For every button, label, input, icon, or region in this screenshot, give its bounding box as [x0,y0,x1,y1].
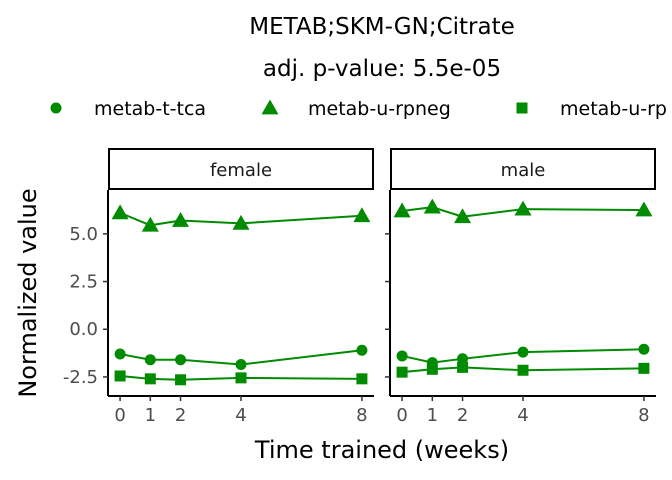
data-point [144,354,156,366]
data-point [353,207,371,223]
x-tick-label: 4 [517,405,528,426]
x-tick-label: 8 [356,405,367,426]
facet-label: male [501,160,546,181]
y-tick-label: 2.5 [69,272,98,293]
chart-subtitle: adj. p-value: 5.5e-05 [263,56,501,82]
x-tick-label: 1 [427,405,438,426]
data-point [396,350,408,362]
legend-label: metab-u-rpneg [308,98,451,120]
data-point [141,216,159,232]
data-point [517,364,529,376]
legend-label: metab-t-tca [94,98,206,120]
legend-item-3: metab-u-rp [516,98,667,120]
data-point [172,212,190,227]
facet-label: female [210,160,272,181]
data-point [457,361,469,373]
panel-female: female 0 1 2 4 8 -2.5 0.0 2.5 5.0 [63,148,374,426]
data-point [638,343,650,355]
data-point [457,353,469,365]
data-point [175,374,187,386]
data-point [111,204,129,220]
x-tick-label: 2 [175,405,186,426]
x-axis-title: Time trained (weeks) [254,436,509,464]
x-tick-label: 1 [145,405,156,426]
x-tick-label: 8 [638,405,649,426]
legend-marker-square [516,102,528,114]
y-tick-label: 0.0 [69,319,98,340]
x-tick-label: 0 [396,405,407,426]
series-metab-u-rpneg [111,204,371,232]
legend-item-1: metab-t-tca [50,98,206,120]
x-tick-label: 2 [457,405,468,426]
x-tick-label: 4 [235,405,246,426]
facet-strip [390,148,656,190]
y-axis-title: Normalized value [14,188,42,397]
series-metab-t-tca [114,344,368,371]
data-point [423,198,441,214]
data-point [426,363,438,375]
data-point [635,201,653,217]
data-point [454,208,472,224]
panel-male: male 0 1 2 4 8 [385,148,656,426]
data-point [114,370,126,382]
facet-strip [108,148,374,190]
y-tick-label: 5.0 [69,224,98,245]
legend-marker-triangle [261,99,279,115]
series-metab-u-rp [396,361,650,378]
legend: metab-t-tca metab-u-rpneg metab-u-rp [50,98,667,120]
legend-item-2: metab-u-rpneg [261,98,451,120]
data-point [396,366,408,378]
data-point [144,373,156,385]
data-point [356,373,368,385]
series-metab-u-rpneg [393,198,653,224]
x-tick-label: 0 [114,405,125,426]
data-point [235,372,247,384]
data-point [638,362,650,374]
chart-title: METAB;SKM-GN;Citrate [249,14,515,40]
data-point [356,344,368,356]
data-point [235,359,247,371]
data-point [175,354,187,366]
series-metab-u-rp [114,370,368,386]
legend-label: metab-u-rp [560,98,667,120]
data-point [514,200,532,216]
legend-marker-circle [50,102,62,114]
series-metab-t-tca [396,343,650,369]
y-tick-label: -2.5 [63,367,98,388]
data-point [517,346,529,358]
data-point [114,348,126,360]
data-point [232,214,250,230]
data-point [393,202,411,218]
